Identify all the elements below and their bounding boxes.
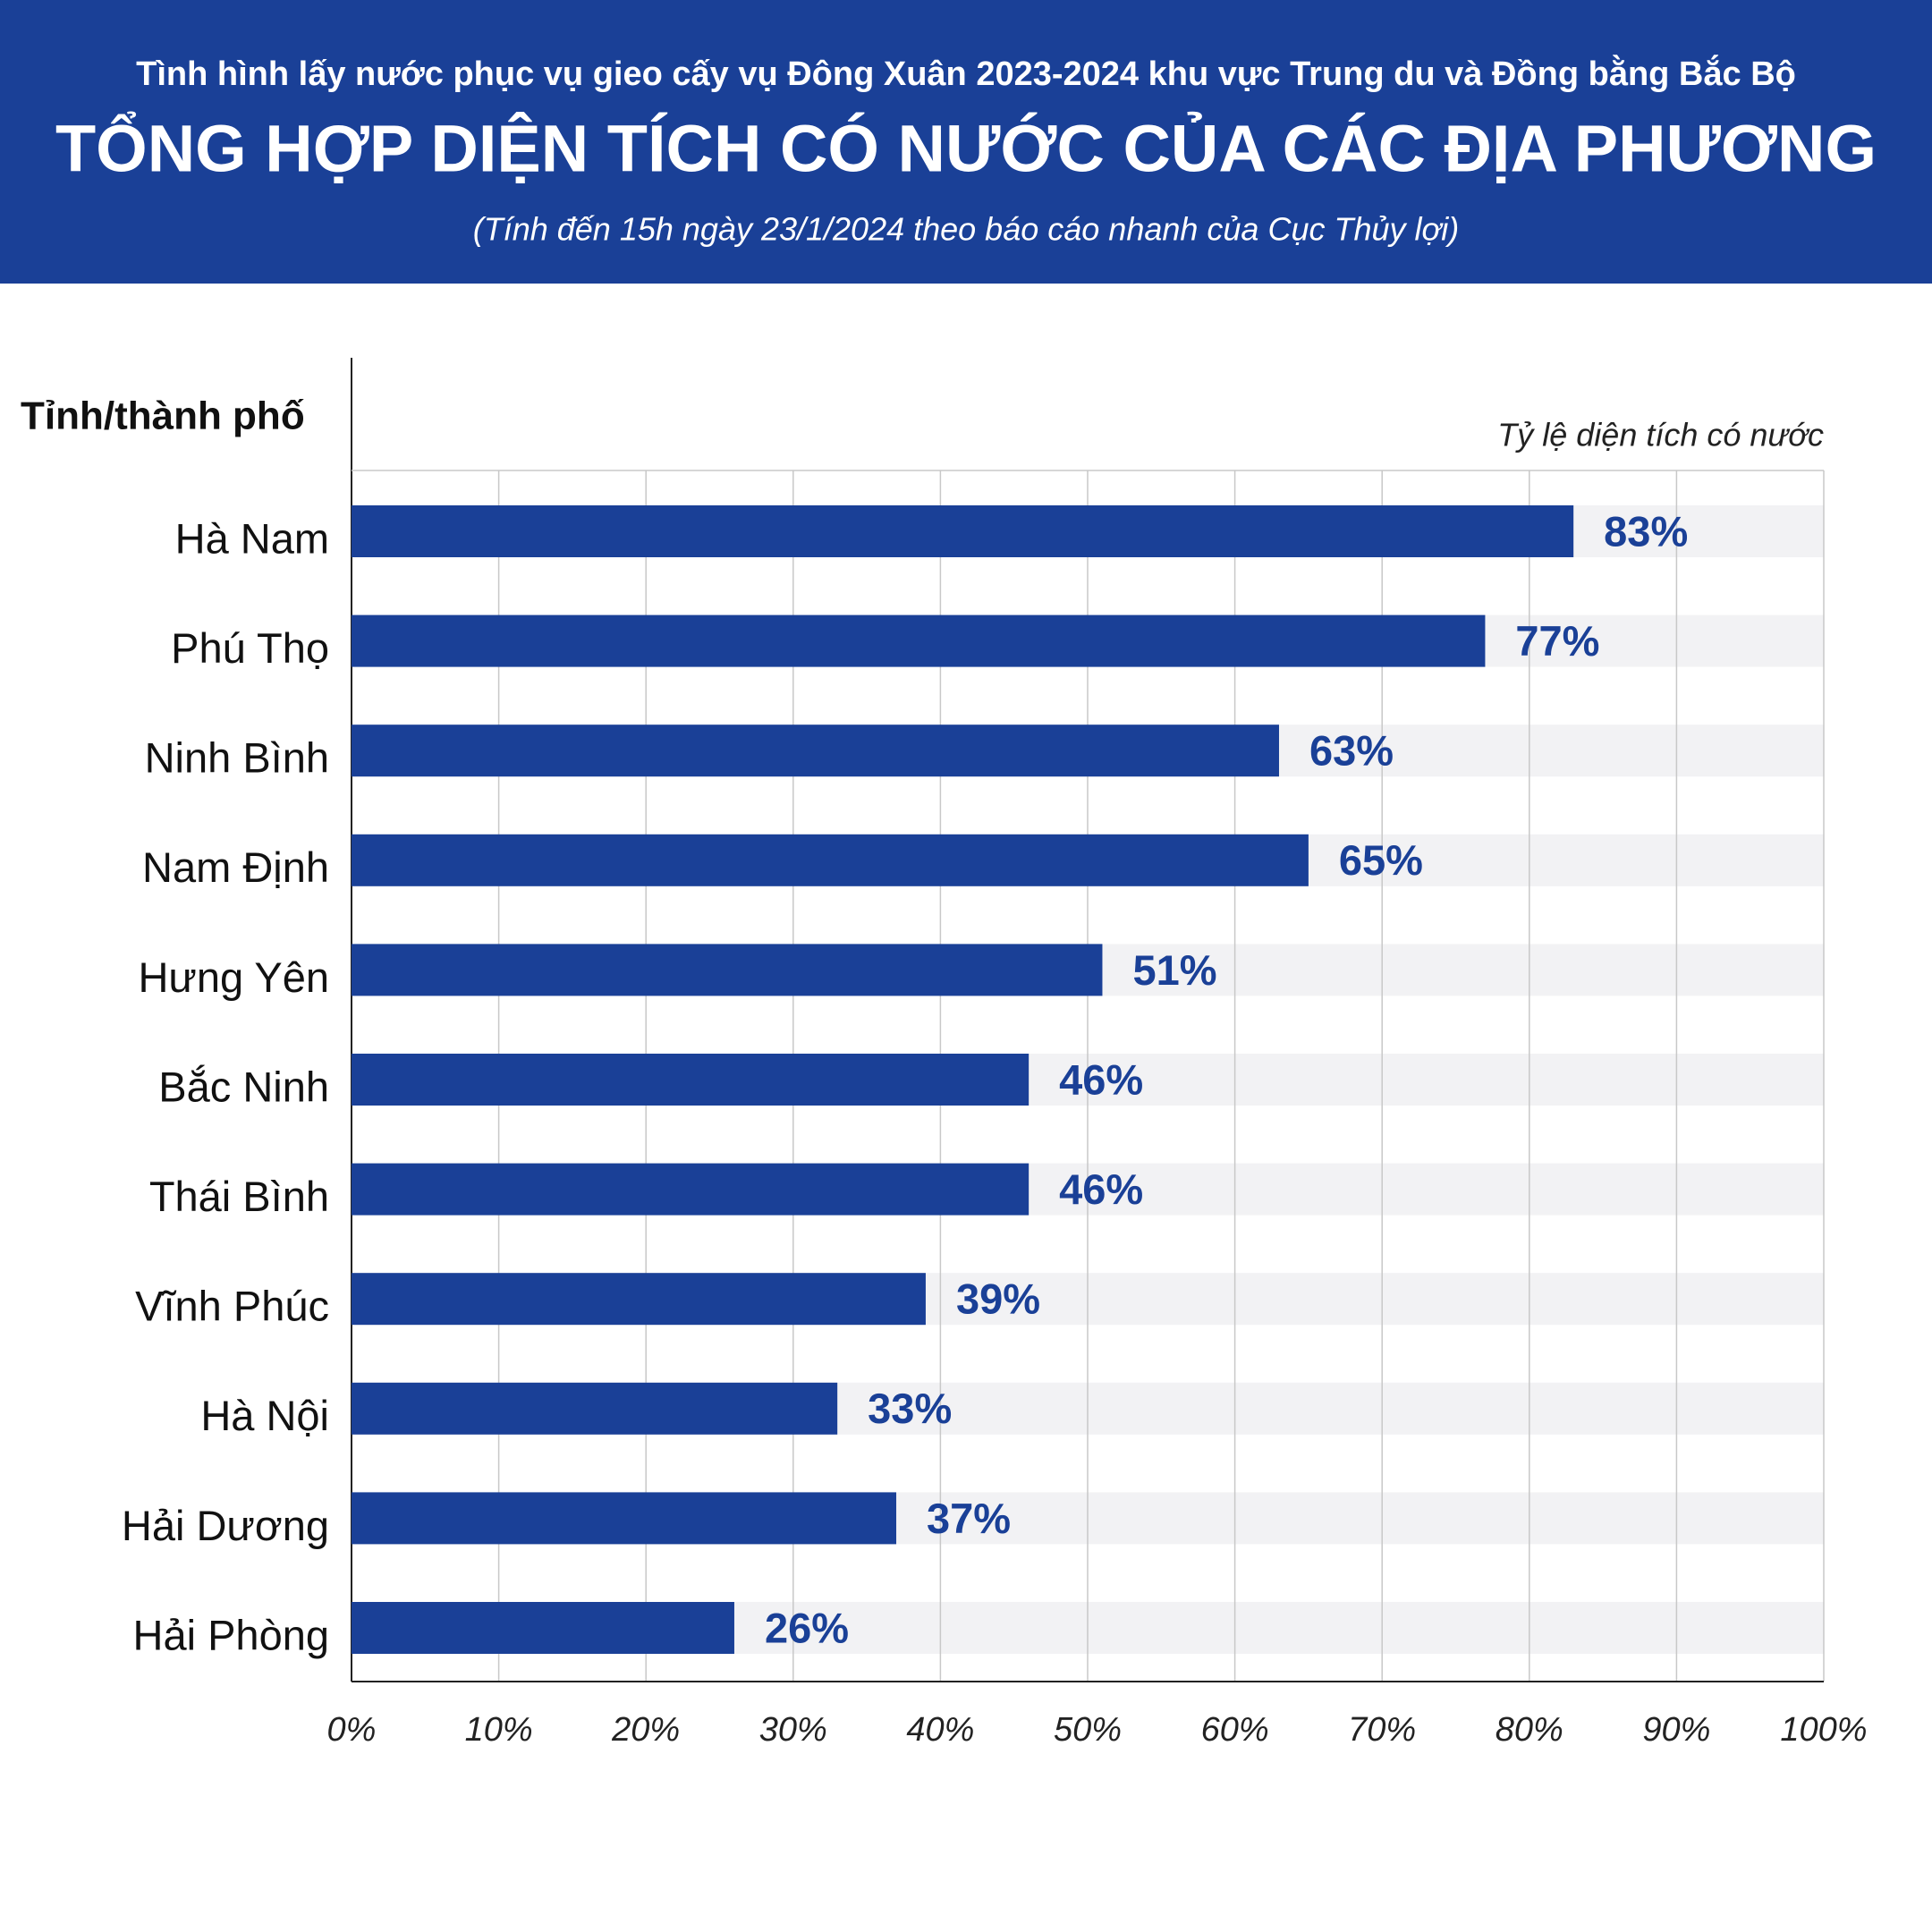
x-tick-label: 10%: [465, 1711, 533, 1749]
y-tick-label: Phú Thọ: [171, 624, 329, 672]
y-tick-label: Hải Phòng: [133, 1611, 330, 1658]
x-tick-label: 30%: [759, 1711, 827, 1749]
bar: [352, 944, 1103, 996]
y-tick-label: Hưng Yên: [138, 953, 329, 1001]
value-label: 65%: [1339, 836, 1423, 884]
value-label: 26%: [765, 1604, 849, 1651]
value-label: 46%: [1059, 1165, 1143, 1213]
value-label: 63%: [1309, 727, 1394, 775]
y-tick-label: Bắc Ninh: [158, 1063, 329, 1110]
x-tick-label: 40%: [906, 1711, 974, 1749]
y-tick-label: Hà Nam: [175, 514, 329, 562]
subtitle: (Tính đến 15h ngày 23/1/2024 theo báo cá…: [473, 211, 1460, 248]
y-tick-label: Vĩnh Phúc: [135, 1283, 329, 1330]
x-tick-label: 20%: [611, 1711, 680, 1749]
bar: [352, 505, 1574, 557]
y-axis-label: Tỉnh/thành phố: [21, 394, 305, 438]
value-label: 51%: [1132, 946, 1216, 994]
value-label: 83%: [1604, 507, 1688, 555]
bar: [352, 1054, 1030, 1106]
x-axis-label: Tỷ lệ diện tích có nước: [1497, 417, 1824, 453]
value-label: 46%: [1059, 1055, 1143, 1103]
y-tick-label: Hải Dương: [122, 1502, 329, 1549]
x-tick-label: 80%: [1496, 1711, 1563, 1749]
bar: [352, 614, 1486, 667]
y-tick-label: Nam Định: [142, 843, 329, 891]
bar: [352, 1492, 897, 1545]
x-tick-label: 60%: [1201, 1711, 1269, 1749]
value-label: 39%: [956, 1275, 1040, 1323]
value-label: 77%: [1515, 617, 1599, 665]
header-band: [0, 0, 1932, 284]
bar: [352, 1382, 838, 1435]
value-label: 37%: [927, 1495, 1011, 1542]
bar: [352, 834, 1309, 886]
y-tick-label: Ninh Bình: [145, 734, 329, 782]
x-tick-label: 90%: [1642, 1711, 1710, 1749]
y-tick-label: Thái Bình: [149, 1173, 329, 1220]
value-label: 33%: [868, 1385, 952, 1432]
supertitle: Tình hình lấy nước phục vụ gieo cấy vụ Đ…: [136, 54, 1796, 93]
x-tick-label: 50%: [1054, 1711, 1122, 1749]
x-tick-label: 0%: [327, 1711, 377, 1749]
bar: [352, 1273, 926, 1326]
x-tick-label: 70%: [1348, 1711, 1416, 1749]
bar: [352, 1163, 1030, 1216]
y-tick-label: Hà Nội: [200, 1392, 329, 1439]
bar: [352, 724, 1279, 777]
bar: [352, 1602, 734, 1654]
chart-title: TỔNG HỢP DIỆN TÍCH CÓ NƯỚC CỦA CÁC ĐỊA P…: [55, 112, 1877, 186]
x-tick-label: 100%: [1780, 1711, 1867, 1749]
